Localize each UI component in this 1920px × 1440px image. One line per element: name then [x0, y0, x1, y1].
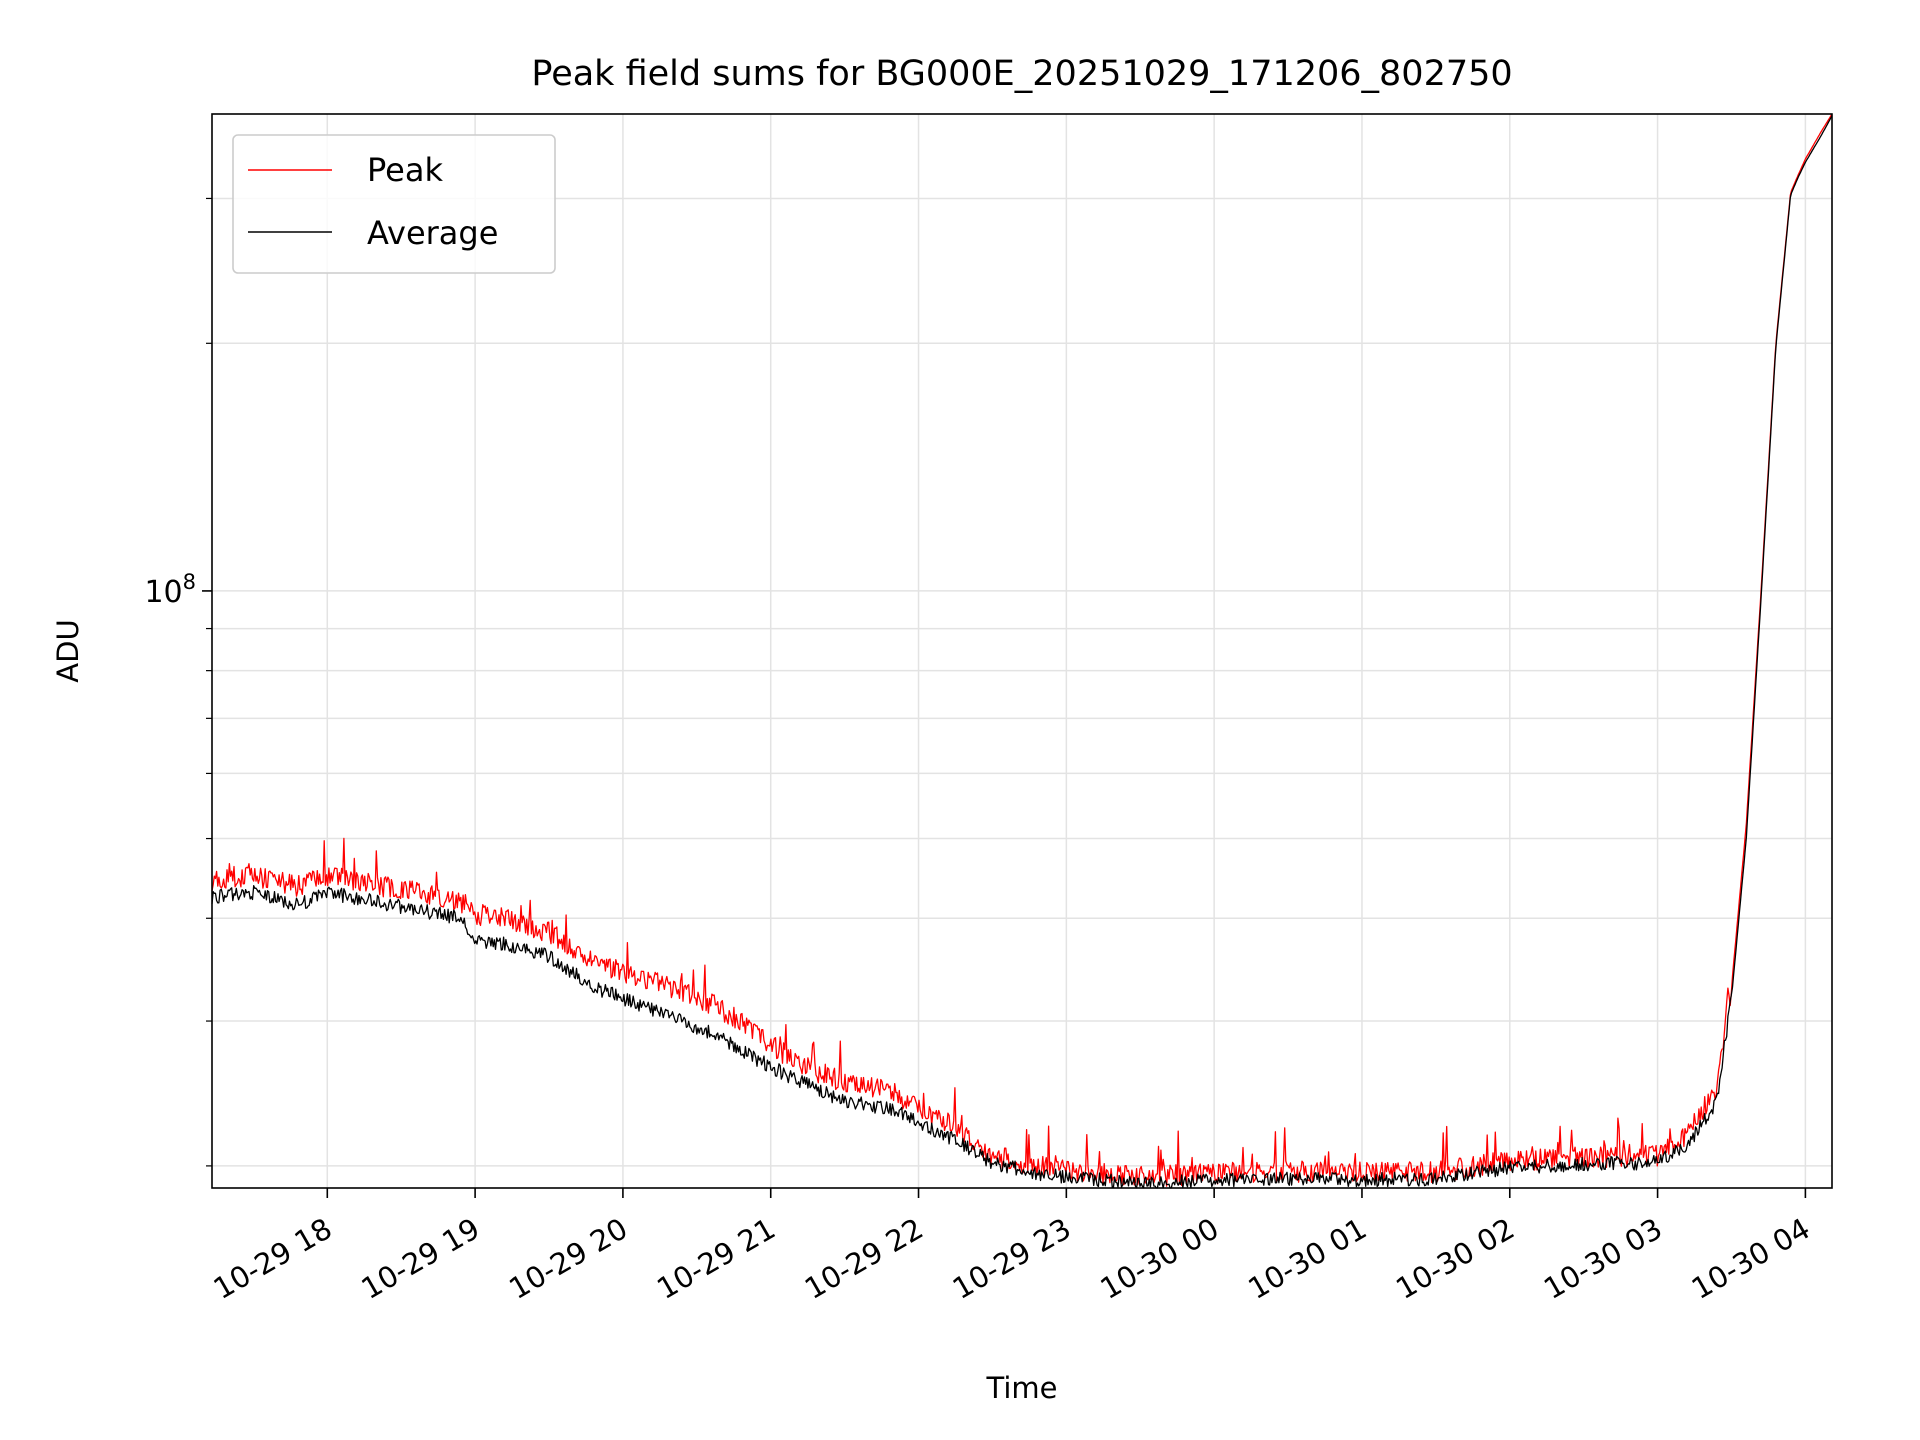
legend-average-label: Average [367, 214, 498, 252]
y-tick-label: 108 [144, 570, 196, 610]
y-axis-label: ADU [51, 619, 85, 682]
chart-title: Peak field sums for BG000E_20251029_1712… [531, 54, 1512, 94]
legend-peak-label: Peak [367, 151, 443, 189]
x-axis-label: Time [986, 1371, 1058, 1405]
series-layer [211, 113, 1833, 1189]
grid [212, 114, 1832, 1188]
plot-frame [211, 113, 1833, 1189]
legend: Peak Average [232, 134, 556, 274]
series-line-average [211, 115, 1833, 1189]
